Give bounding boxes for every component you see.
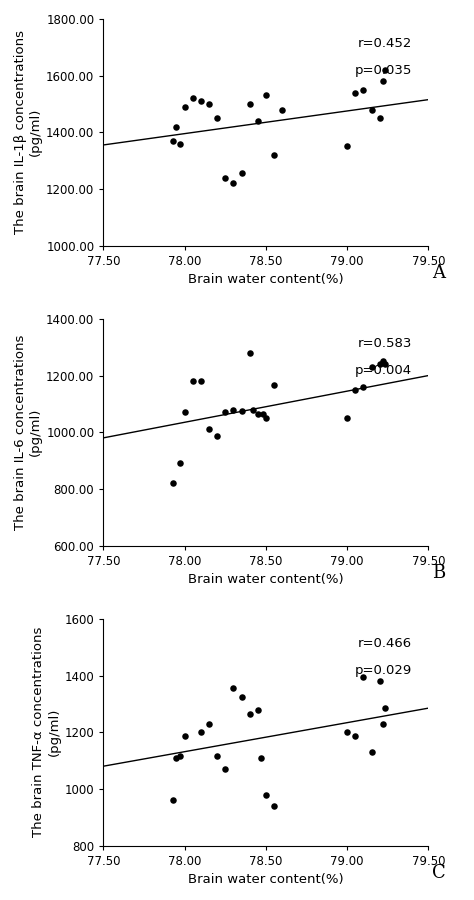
Text: C: C bbox=[432, 864, 446, 882]
Text: B: B bbox=[432, 563, 445, 581]
Point bbox=[352, 729, 359, 743]
Point bbox=[173, 751, 180, 765]
Point bbox=[270, 798, 278, 813]
Point bbox=[270, 148, 278, 162]
Text: r=0.583: r=0.583 bbox=[358, 337, 412, 350]
Point bbox=[213, 429, 221, 444]
Point bbox=[169, 476, 177, 491]
Point bbox=[246, 706, 254, 721]
Point bbox=[381, 357, 388, 372]
Point bbox=[379, 74, 387, 88]
Point bbox=[176, 456, 183, 471]
Point bbox=[379, 355, 387, 369]
Point bbox=[221, 405, 229, 419]
Point bbox=[343, 140, 351, 154]
Point bbox=[259, 407, 266, 421]
Point bbox=[246, 346, 254, 360]
Y-axis label: The brain IL-6 concentrations
(pg/ml): The brain IL-6 concentrations (pg/ml) bbox=[14, 335, 42, 530]
Point bbox=[257, 751, 265, 765]
Point bbox=[254, 702, 262, 716]
Point bbox=[221, 170, 229, 184]
Point bbox=[254, 113, 262, 128]
Point bbox=[352, 382, 359, 397]
Point bbox=[238, 404, 246, 419]
Point bbox=[176, 749, 183, 763]
Point bbox=[360, 670, 367, 684]
Point bbox=[169, 793, 177, 807]
Point bbox=[197, 374, 205, 389]
Point bbox=[197, 725, 205, 740]
Point bbox=[169, 133, 177, 148]
Point bbox=[249, 402, 257, 417]
Point bbox=[270, 378, 278, 392]
Point bbox=[379, 716, 387, 731]
Point bbox=[173, 120, 180, 134]
Point bbox=[360, 380, 367, 394]
Point bbox=[176, 136, 183, 150]
Point bbox=[376, 357, 383, 372]
Point bbox=[229, 402, 237, 417]
Point bbox=[189, 374, 197, 389]
Point bbox=[376, 111, 383, 125]
Point bbox=[229, 176, 237, 191]
Point bbox=[368, 745, 375, 760]
Point bbox=[181, 729, 188, 743]
Point bbox=[368, 103, 375, 117]
Point bbox=[360, 83, 367, 97]
Y-axis label: The brain TNF-α concentrations
(pg/ml): The brain TNF-α concentrations (pg/ml) bbox=[32, 627, 60, 837]
Point bbox=[221, 761, 229, 776]
Point bbox=[238, 166, 246, 181]
Text: r=0.452: r=0.452 bbox=[358, 37, 412, 50]
Point bbox=[197, 94, 205, 108]
Text: p=0.035: p=0.035 bbox=[355, 64, 412, 77]
Point bbox=[181, 405, 188, 419]
Point bbox=[381, 701, 388, 716]
Point bbox=[213, 111, 221, 125]
Point bbox=[381, 63, 388, 77]
Point bbox=[189, 91, 197, 105]
Point bbox=[343, 410, 351, 425]
Point bbox=[205, 96, 213, 111]
Text: p=0.029: p=0.029 bbox=[355, 664, 412, 677]
Point bbox=[181, 100, 188, 114]
Point bbox=[254, 407, 262, 421]
Point bbox=[262, 410, 270, 425]
Point bbox=[229, 681, 237, 696]
Point bbox=[205, 422, 213, 436]
Point bbox=[262, 788, 270, 802]
Text: p=0.004: p=0.004 bbox=[355, 364, 412, 377]
Text: r=0.466: r=0.466 bbox=[358, 637, 412, 650]
Point bbox=[246, 96, 254, 111]
X-axis label: Brain water content(%): Brain water content(%) bbox=[188, 273, 344, 286]
Point bbox=[352, 86, 359, 100]
X-axis label: Brain water content(%): Brain water content(%) bbox=[188, 873, 344, 886]
Point bbox=[205, 716, 213, 731]
X-axis label: Brain water content(%): Brain water content(%) bbox=[188, 573, 344, 586]
Point bbox=[213, 749, 221, 763]
Point bbox=[376, 674, 383, 688]
Point bbox=[262, 88, 270, 103]
Point bbox=[238, 689, 246, 704]
Text: A: A bbox=[432, 264, 445, 282]
Point bbox=[368, 360, 375, 374]
Point bbox=[343, 725, 351, 740]
Point bbox=[278, 103, 286, 117]
Y-axis label: The brain IL-1β concentrations
(pg/ml): The brain IL-1β concentrations (pg/ml) bbox=[14, 31, 42, 234]
